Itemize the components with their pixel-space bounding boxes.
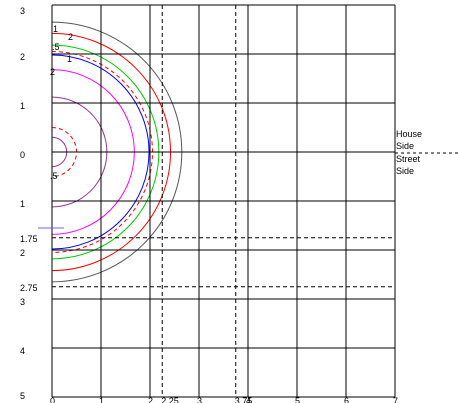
y-axis-labels: 3 2 1 0 1 2 3 4 5 1.75 2.75: [20, 6, 38, 401]
x-tick-label: 4: [246, 396, 251, 403]
x-tick-label: 6: [344, 396, 349, 403]
y-tick-label: 2: [20, 248, 25, 258]
contour-value-label: 1: [67, 54, 72, 64]
street-side-label: Street Side: [396, 154, 421, 176]
y-extra-tick-label: 2.75: [20, 283, 38, 293]
house-side-label: House Side: [396, 129, 423, 151]
y-tick-label: 1: [20, 199, 25, 209]
y-tick-label: 3: [20, 6, 25, 16]
y-tick-label: 1: [20, 101, 25, 111]
y-tick-label: 3: [20, 297, 25, 307]
x-tick-label: 2: [148, 396, 153, 403]
x-extra-tick-label: 3.75: [235, 396, 253, 403]
contour-value-label: .5: [52, 42, 60, 52]
y-tick-label: 2: [20, 52, 25, 62]
grid: [51, 4, 396, 398]
x-tick-label: 1: [99, 396, 104, 403]
contour-value-label: .5: [50, 171, 58, 181]
x-extra-tick-label: 2.25: [161, 396, 179, 403]
y-tick-label: 4: [20, 346, 25, 356]
y-tick-label: 5: [20, 391, 25, 401]
contour-value-label: 2: [50, 67, 55, 77]
x-tick-label: 3: [197, 396, 202, 403]
y-tick-label: 0: [20, 150, 25, 160]
x-tick-label: 5: [295, 396, 300, 403]
contour-value-labels: 12.512.5: [50, 24, 73, 181]
contour-value-label: 1: [53, 24, 58, 34]
x-tick-label: 0: [50, 396, 55, 403]
x-tick-label: 7: [393, 396, 398, 403]
x-axis-labels: 0 1 2 3 4 5 6 7 2.25 3.75: [50, 396, 398, 403]
contour-value-label: 2: [68, 32, 73, 42]
dashed-reference-lines: [52, 5, 395, 397]
y-extra-tick-label: 1.75: [20, 234, 38, 244]
